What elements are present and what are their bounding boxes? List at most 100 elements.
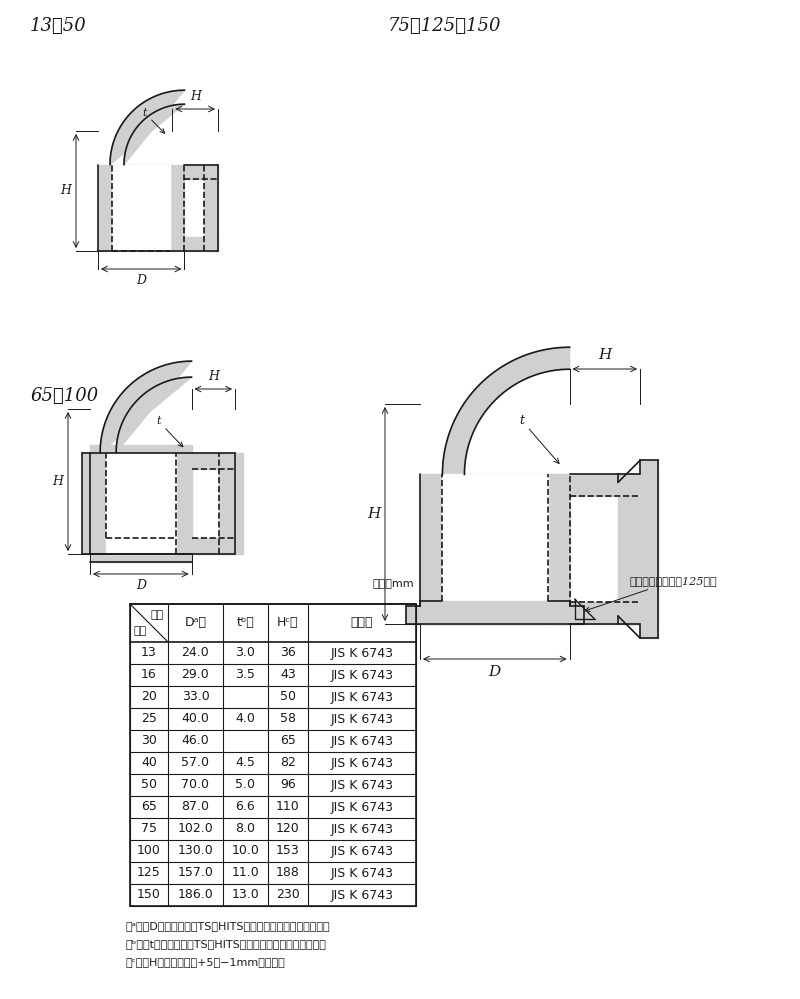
Polygon shape	[90, 453, 191, 554]
Text: 36: 36	[280, 646, 296, 659]
Text: 13～50: 13～50	[30, 17, 86, 35]
Text: 96: 96	[280, 778, 296, 791]
Text: JIS K 6743: JIS K 6743	[330, 800, 394, 813]
Text: JIS K 6743: JIS K 6743	[330, 646, 394, 659]
Text: JIS K 6743: JIS K 6743	[330, 756, 394, 769]
Text: 3.0: 3.0	[235, 646, 255, 659]
Polygon shape	[82, 453, 90, 554]
Text: 82: 82	[280, 756, 296, 769]
Polygon shape	[570, 475, 640, 497]
Text: 65: 65	[141, 800, 157, 813]
Text: 150: 150	[137, 888, 161, 901]
Text: JIS K 6743: JIS K 6743	[330, 822, 394, 835]
Text: 102.0: 102.0	[178, 822, 214, 835]
Polygon shape	[406, 606, 584, 624]
Text: JIS K 6743: JIS K 6743	[330, 668, 394, 681]
Text: 単位：mm: 単位：mm	[372, 579, 414, 589]
Text: JIS K 6743: JIS K 6743	[330, 690, 394, 703]
Text: 40: 40	[141, 756, 157, 769]
Polygon shape	[574, 599, 594, 619]
Text: 58: 58	[280, 712, 296, 725]
Polygon shape	[622, 475, 658, 624]
Text: JIS K 6743: JIS K 6743	[330, 778, 394, 791]
Polygon shape	[420, 600, 570, 606]
Text: 4.5: 4.5	[235, 756, 255, 769]
Text: 16: 16	[141, 668, 157, 681]
Text: 110: 110	[276, 800, 300, 813]
Text: H: H	[60, 185, 71, 198]
Text: 186.0: 186.0	[178, 888, 214, 901]
Polygon shape	[420, 475, 570, 624]
Polygon shape	[100, 362, 191, 453]
Text: 87.0: 87.0	[182, 800, 210, 813]
Polygon shape	[442, 348, 570, 475]
Text: 65: 65	[280, 734, 296, 747]
Text: 153: 153	[276, 844, 300, 857]
Text: コーナーリブは、125のみ: コーナーリブは、125のみ	[586, 576, 718, 611]
Text: 70.0: 70.0	[182, 778, 210, 791]
Text: 46.0: 46.0	[182, 734, 210, 747]
Text: 20: 20	[141, 690, 157, 703]
Text: 230: 230	[276, 888, 300, 901]
Text: D: D	[489, 665, 501, 679]
Polygon shape	[110, 90, 184, 165]
Text: JIS K 6743: JIS K 6743	[330, 888, 394, 901]
Text: t: t	[142, 108, 165, 133]
Polygon shape	[204, 165, 218, 251]
Text: Hᶜဩ: Hᶜဩ	[278, 616, 298, 629]
Text: 40.0: 40.0	[182, 712, 210, 725]
Text: JIS K 6743: JIS K 6743	[330, 734, 394, 747]
Polygon shape	[112, 165, 170, 251]
Text: JIS K 6743: JIS K 6743	[330, 712, 394, 725]
Polygon shape	[90, 445, 191, 453]
Text: 規　格: 規 格	[350, 616, 374, 629]
Text: H: H	[598, 348, 611, 362]
Polygon shape	[106, 453, 175, 554]
Text: 24.0: 24.0	[182, 646, 210, 659]
Polygon shape	[191, 538, 235, 554]
Text: H: H	[208, 370, 218, 383]
Text: 3.5: 3.5	[235, 668, 255, 681]
Text: 57.0: 57.0	[182, 756, 210, 769]
Text: 11.0: 11.0	[232, 866, 259, 879]
Polygon shape	[640, 461, 658, 638]
Text: 13.0: 13.0	[232, 888, 259, 901]
Text: 記号: 記号	[150, 610, 164, 620]
Text: t: t	[157, 417, 183, 447]
Polygon shape	[235, 453, 243, 554]
Text: 注ᵃဩ　Dの許容差は、TS・HITS継手受口共通寸法図による。: 注ᵃဩ Dの許容差は、TS・HITS継手受口共通寸法図による。	[125, 921, 330, 931]
Text: 65・100: 65・100	[30, 387, 98, 405]
Text: JIS K 6743: JIS K 6743	[330, 866, 394, 879]
Text: 33.0: 33.0	[182, 690, 210, 703]
Text: JIS K 6743: JIS K 6743	[330, 844, 394, 857]
Polygon shape	[219, 453, 235, 554]
Text: 125: 125	[137, 866, 161, 879]
Text: D: D	[136, 274, 146, 287]
Text: 注ᶜဩ　Hの許容差は、+5／−1mmとする。: 注ᶜဩ Hの許容差は、+5／−1mmとする。	[125, 957, 285, 967]
Polygon shape	[184, 165, 218, 179]
Text: 13: 13	[141, 646, 157, 659]
Text: Dᵃဩ: Dᵃဩ	[185, 616, 206, 629]
Text: 50: 50	[280, 690, 296, 703]
Text: 5.0: 5.0	[235, 778, 255, 791]
Text: 30: 30	[141, 734, 157, 747]
Text: D: D	[136, 579, 146, 592]
Text: 100: 100	[137, 844, 161, 857]
Polygon shape	[98, 165, 184, 251]
Text: 10.0: 10.0	[231, 844, 259, 857]
Text: H: H	[366, 507, 380, 521]
Text: 75: 75	[141, 822, 157, 835]
Polygon shape	[618, 475, 640, 624]
Text: 注ᵇဩ　tの許容差は、TS・HITS継手受口共通寸法図による。: 注ᵇဩ tの許容差は、TS・HITS継手受口共通寸法図による。	[125, 939, 326, 949]
Text: 130.0: 130.0	[178, 844, 214, 857]
Text: H: H	[190, 90, 201, 103]
Text: 43: 43	[280, 668, 296, 681]
Text: 6.6: 6.6	[236, 800, 255, 813]
Text: 157.0: 157.0	[178, 866, 214, 879]
Text: 呼径: 呼径	[134, 626, 147, 636]
Text: 8.0: 8.0	[235, 822, 255, 835]
Polygon shape	[570, 602, 640, 624]
Polygon shape	[184, 237, 218, 251]
Text: tᵇဩ: tᵇဩ	[237, 616, 254, 629]
Polygon shape	[90, 554, 191, 562]
